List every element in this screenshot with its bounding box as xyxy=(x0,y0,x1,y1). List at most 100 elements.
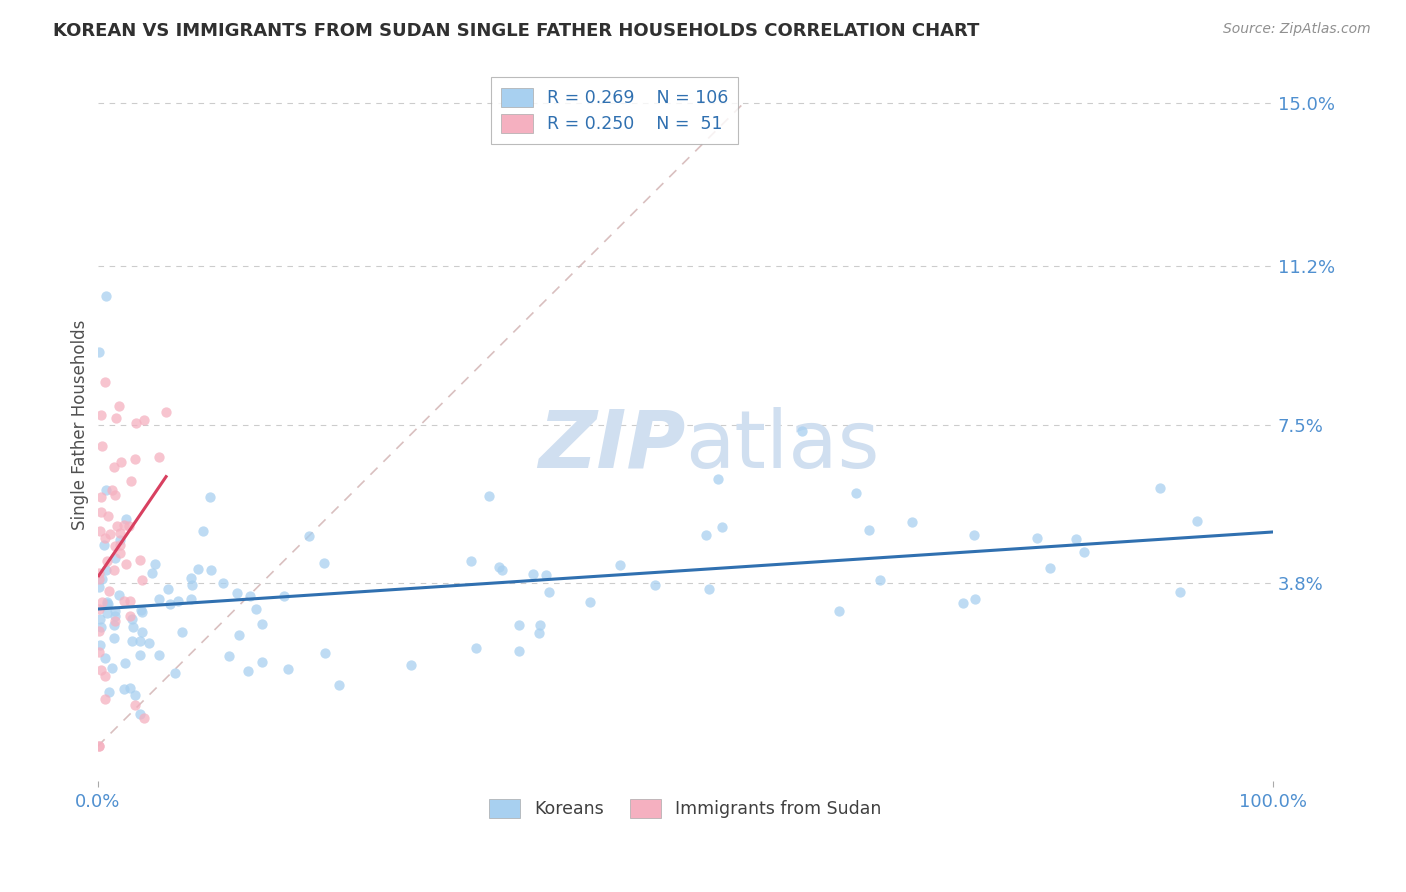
Point xyxy=(1168,585,1191,599)
Point xyxy=(104,550,127,565)
Point xyxy=(96,597,118,611)
Point xyxy=(706,472,728,486)
Point xyxy=(200,563,222,577)
Point xyxy=(87,739,110,754)
Point xyxy=(91,595,114,609)
Point xyxy=(529,618,551,632)
Point xyxy=(124,698,146,712)
Point xyxy=(121,634,143,648)
Point xyxy=(97,597,120,611)
Point xyxy=(98,583,121,598)
Point xyxy=(200,491,222,505)
Point xyxy=(87,566,110,581)
Point xyxy=(94,563,117,577)
Point xyxy=(695,528,717,542)
Point xyxy=(91,439,114,453)
Point xyxy=(1073,545,1095,559)
Point xyxy=(121,620,143,634)
Point xyxy=(250,655,273,669)
Point xyxy=(97,508,120,523)
Point xyxy=(128,553,150,567)
Point xyxy=(112,594,135,608)
Point xyxy=(273,589,295,603)
Point xyxy=(869,573,891,587)
Point xyxy=(155,405,177,419)
Point xyxy=(148,591,170,606)
Point xyxy=(115,511,138,525)
Point xyxy=(96,483,118,498)
Point xyxy=(94,289,117,303)
Point xyxy=(125,416,148,430)
Point xyxy=(138,636,160,650)
Point xyxy=(131,573,153,587)
Point xyxy=(252,616,274,631)
Point xyxy=(697,582,720,596)
Point xyxy=(141,566,163,581)
Point xyxy=(226,586,249,600)
Point xyxy=(90,620,112,634)
Legend: Koreans, Immigrants from Sudan: Koreans, Immigrants from Sudan xyxy=(482,792,889,825)
Point xyxy=(328,677,350,691)
Point xyxy=(508,644,530,658)
Point xyxy=(1025,532,1047,546)
Point xyxy=(97,685,120,699)
Point xyxy=(96,595,118,609)
Point xyxy=(129,603,152,617)
Text: ZIP: ZIP xyxy=(538,407,685,485)
Point xyxy=(508,618,530,632)
Text: KOREAN VS IMMIGRANTS FROM SUDAN SINGLE FATHER HOUSEHOLDS CORRELATION CHART: KOREAN VS IMMIGRANTS FROM SUDAN SINGLE F… xyxy=(53,22,980,40)
Point xyxy=(159,597,181,611)
Point xyxy=(128,706,150,721)
Point xyxy=(644,578,666,592)
Point xyxy=(963,591,986,606)
Point xyxy=(87,645,110,659)
Point xyxy=(238,664,260,678)
Point xyxy=(245,602,267,616)
Point xyxy=(1039,560,1062,574)
Point xyxy=(105,518,128,533)
Point xyxy=(478,489,501,503)
Point xyxy=(827,604,849,618)
Point xyxy=(129,648,152,662)
Point xyxy=(145,557,167,571)
Point xyxy=(491,563,513,577)
Point xyxy=(845,486,868,500)
Point xyxy=(121,612,143,626)
Point xyxy=(103,563,125,577)
Point xyxy=(112,517,135,532)
Point xyxy=(89,612,111,626)
Point xyxy=(129,633,152,648)
Point xyxy=(118,681,141,695)
Point xyxy=(89,602,111,616)
Point xyxy=(901,515,924,529)
Point xyxy=(131,605,153,619)
Point xyxy=(609,558,631,573)
Point xyxy=(90,491,112,505)
Point xyxy=(228,628,250,642)
Point xyxy=(91,572,114,586)
Point xyxy=(98,527,121,541)
Point xyxy=(534,567,557,582)
Point xyxy=(108,589,131,603)
Point xyxy=(90,663,112,677)
Point xyxy=(314,646,336,660)
Point xyxy=(120,609,142,624)
Point xyxy=(1149,481,1171,495)
Point xyxy=(239,589,262,603)
Point xyxy=(148,450,170,464)
Y-axis label: Single Father Households: Single Father Households xyxy=(72,319,89,530)
Point xyxy=(89,580,111,594)
Point xyxy=(87,739,110,754)
Point xyxy=(1185,514,1208,528)
Point xyxy=(132,711,155,725)
Point xyxy=(112,681,135,696)
Point xyxy=(87,344,110,359)
Point xyxy=(187,562,209,576)
Point xyxy=(103,460,125,475)
Point xyxy=(108,399,131,413)
Point xyxy=(104,539,127,553)
Point xyxy=(115,558,138,572)
Point xyxy=(89,524,111,538)
Point xyxy=(93,532,115,546)
Point xyxy=(87,572,110,586)
